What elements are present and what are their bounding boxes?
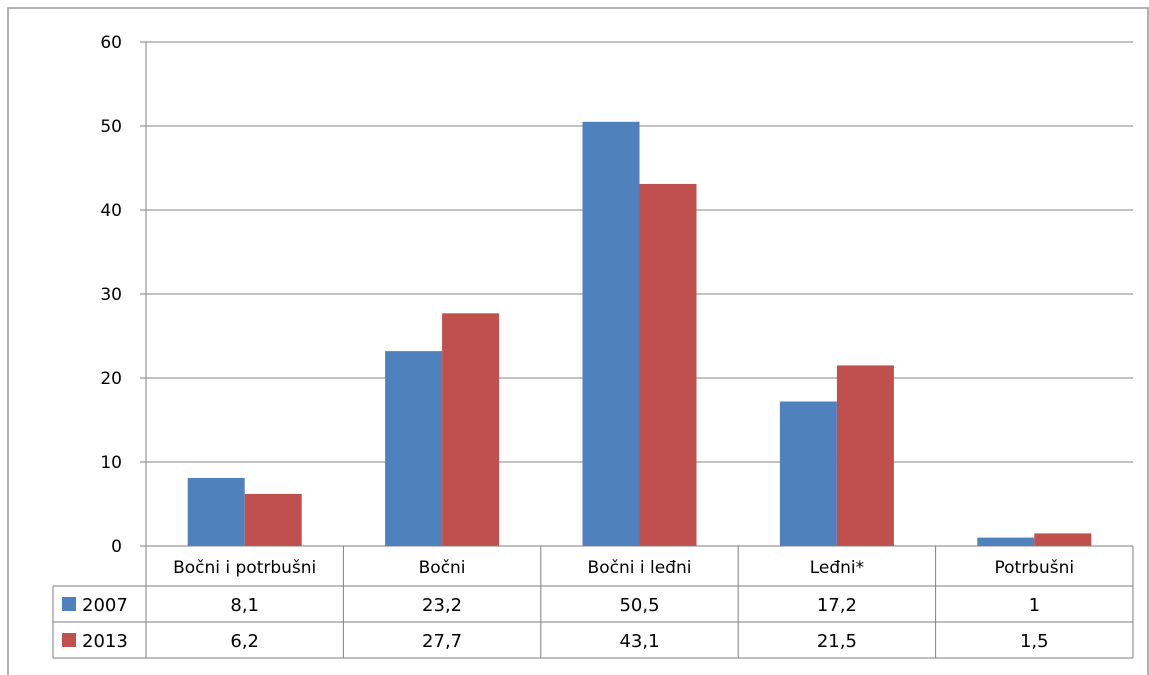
y-tick-label: 40 — [100, 201, 122, 221]
data-cell: 27,7 — [422, 631, 462, 652]
legend-swatch-2007 — [62, 597, 76, 611]
bar-2013-2 — [442, 313, 499, 546]
legend-swatch-2013 — [62, 633, 76, 647]
y-tick-label: 20 — [100, 369, 122, 389]
data-cell: 23,2 — [422, 595, 462, 616]
data-cell: 1 — [1029, 595, 1040, 616]
y-tick-label: 0 — [111, 537, 122, 557]
y-tick-label: 10 — [100, 453, 122, 473]
data-cell: 1,5 — [1020, 631, 1049, 652]
category-label: Bočni — [419, 558, 466, 578]
series-label: 2013 — [82, 631, 128, 652]
data-cell: 50,5 — [619, 595, 659, 616]
data-cell: 21,5 — [817, 631, 857, 652]
category-label: Potrbušni — [994, 558, 1074, 578]
data-cell: 6,2 — [230, 631, 259, 652]
data-cell: 8,1 — [230, 595, 259, 616]
series-label: 2007 — [82, 595, 128, 616]
bar-2013-5 — [1034, 533, 1091, 546]
bar-2007-5 — [977, 538, 1034, 546]
y-tick-label: 50 — [100, 117, 122, 137]
bar-2007-1 — [188, 478, 245, 546]
bar-2013-4 — [837, 365, 894, 546]
y-tick-label: 30 — [100, 285, 122, 305]
y-tick-label: 60 — [100, 33, 122, 53]
data-cell: 17,2 — [817, 595, 857, 616]
bar-2007-3 — [583, 122, 640, 546]
bar-2007-4 — [780, 402, 837, 546]
bar-2013-1 — [245, 494, 302, 546]
category-label: Leđni* — [810, 558, 864, 578]
bar-2007-2 — [385, 351, 442, 546]
category-label: Bočni i potrbušni — [173, 558, 316, 578]
data-cell: 43,1 — [619, 631, 659, 652]
category-label: Bočni i leđni — [588, 558, 692, 578]
bar-2013-3 — [640, 184, 697, 546]
